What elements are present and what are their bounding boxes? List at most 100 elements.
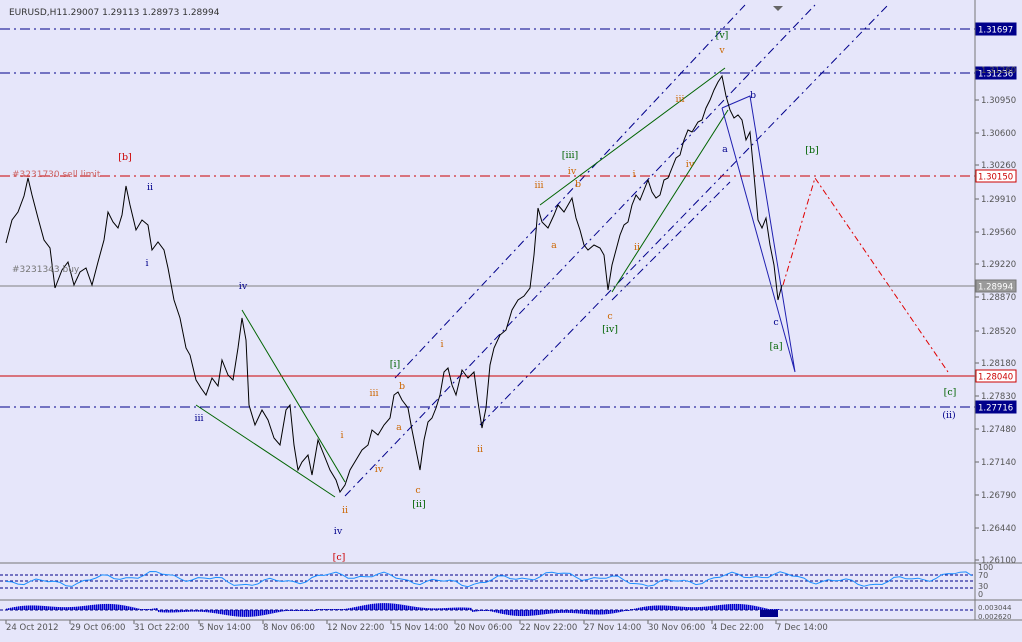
- macd-bar: [742, 604, 744, 610]
- wave-label: [b]: [118, 152, 132, 163]
- blue-triangle[interactable]: [721, 95, 796, 373]
- macd-bar: [124, 605, 126, 610]
- macd-bar: [280, 610, 282, 612]
- macd-bar: [344, 608, 346, 610]
- macd-bar: [260, 610, 262, 616]
- macd-bar: [716, 605, 718, 610]
- macd-bar: [100, 604, 102, 610]
- green-line-3[interactable]: [539, 67, 726, 206]
- macd-bar: [606, 610, 608, 615]
- macd-bar: [436, 608, 438, 610]
- macd-bar: [386, 603, 388, 610]
- macd-bar: [738, 603, 740, 610]
- macd-bar: [746, 604, 748, 610]
- macd-bar: [188, 610, 190, 612]
- macd-bar: [680, 606, 682, 610]
- macd-bar: [144, 609, 146, 610]
- macd-bar: [354, 607, 356, 610]
- order-label-sell-limit[interactable]: #3231730 sell limit: [12, 170, 101, 180]
- channel-line-lower-1[interactable]: [479, 4, 889, 426]
- green-trendlines[interactable]: [195, 67, 729, 498]
- macd-bar: [240, 610, 242, 617]
- macd-bar: [272, 610, 274, 614]
- channel-line-mid[interactable]: [344, 4, 816, 497]
- macd-bar: [408, 605, 410, 610]
- wave-label: b: [575, 179, 581, 190]
- macd-bar: [50, 606, 52, 610]
- macd-bar: [362, 605, 364, 610]
- macd-bar: [528, 610, 530, 616]
- macd-bar: [20, 606, 22, 610]
- macd-bar: [376, 603, 378, 610]
- macd-bar: [604, 610, 606, 615]
- channel-line-lower-2[interactable]: [611, 181, 731, 301]
- macd-bar: [672, 605, 674, 610]
- level-price-tag[interactable]: [975, 369, 1017, 383]
- price-tick-label: 1.26790: [981, 491, 1016, 501]
- macd-bar: [520, 610, 522, 617]
- wave-label: ii: [634, 242, 640, 253]
- macd-bar: [58, 607, 60, 610]
- order-label-buy[interactable]: #3231343 buy: [12, 265, 80, 275]
- channel-line-upper[interactable]: [394, 4, 746, 379]
- macd-bar: [722, 604, 724, 610]
- green-line-2[interactable]: [195, 404, 336, 498]
- macd-bar: [598, 610, 600, 615]
- price-tick-label: 1.30950: [981, 96, 1016, 106]
- price-axis[interactable]: 1.31260 1.30950 1.30600 1.30260 1.29910 1.295…: [975, 66, 1016, 566]
- macd-bar: [688, 607, 690, 610]
- wave-label: i: [440, 339, 443, 350]
- channel-lines[interactable]: [344, 4, 889, 497]
- macd-bar: [704, 606, 706, 610]
- macd-bar: [178, 610, 180, 613]
- time-axis[interactable]: 24 Oct 2012 29 Oct 06:00 31 Oct 22:00 5 Nov…: [5, 620, 828, 633]
- level-price-tag[interactable]: [975, 169, 1017, 183]
- macd-bar: [242, 610, 244, 617]
- macd-bar: [628, 610, 630, 611]
- macd-bar: [258, 610, 260, 616]
- level-price-tag[interactable]: [975, 279, 1017, 293]
- indicator-panels[interactable]: 100 70 30 0 0.003044 0.002620: [0, 562, 1022, 621]
- macd-bar: [532, 610, 534, 616]
- macd-bar: [134, 607, 136, 610]
- macd-bar: [574, 610, 576, 614]
- macd-bar: [328, 609, 330, 610]
- macd-bar: [46, 606, 48, 610]
- macd-bar: [108, 603, 110, 610]
- macd-bar: [600, 610, 602, 615]
- level-price-tag[interactable]: [975, 400, 1017, 414]
- horizontal-levels[interactable]: 1.31697 1.31236 1.30150 1.28994 1.28040 1.277…: [0, 22, 1017, 414]
- macd-bar: [126, 605, 128, 610]
- macd-bar: [564, 610, 566, 613]
- wave-label: iv: [334, 526, 343, 537]
- macd-bar: [374, 603, 376, 610]
- macd-bar: [694, 607, 696, 610]
- macd-bar: [244, 610, 246, 617]
- macd-bar: [360, 605, 362, 610]
- macd-bar: [736, 603, 738, 610]
- macd-bar: [314, 610, 316, 611]
- level-price-tag[interactable]: [975, 22, 1017, 36]
- wave-label: iv: [375, 464, 384, 475]
- macd-bar: [682, 606, 684, 610]
- macd-bar: [508, 610, 510, 616]
- macd-bar: [640, 607, 642, 610]
- shift-marker-icon[interactable]: [773, 6, 783, 11]
- macd-bar: [122, 605, 124, 610]
- level-price-tag[interactable]: [975, 66, 1017, 80]
- macd-bar: [422, 607, 424, 610]
- green-line-1[interactable]: [241, 309, 346, 483]
- macd-bar: [372, 603, 374, 610]
- macd-bar: [30, 605, 32, 610]
- macd-bar: [36, 605, 38, 610]
- price-tick-label: 1.28180: [981, 359, 1016, 369]
- macd-bar: [652, 605, 654, 610]
- green-line-4[interactable]: [611, 109, 729, 293]
- macd-bar: [718, 605, 720, 610]
- wave-label: iii: [369, 388, 378, 399]
- projection-path[interactable]: [782, 176, 949, 373]
- wave-label: [ii]: [412, 499, 426, 510]
- macd-bar: [130, 606, 132, 610]
